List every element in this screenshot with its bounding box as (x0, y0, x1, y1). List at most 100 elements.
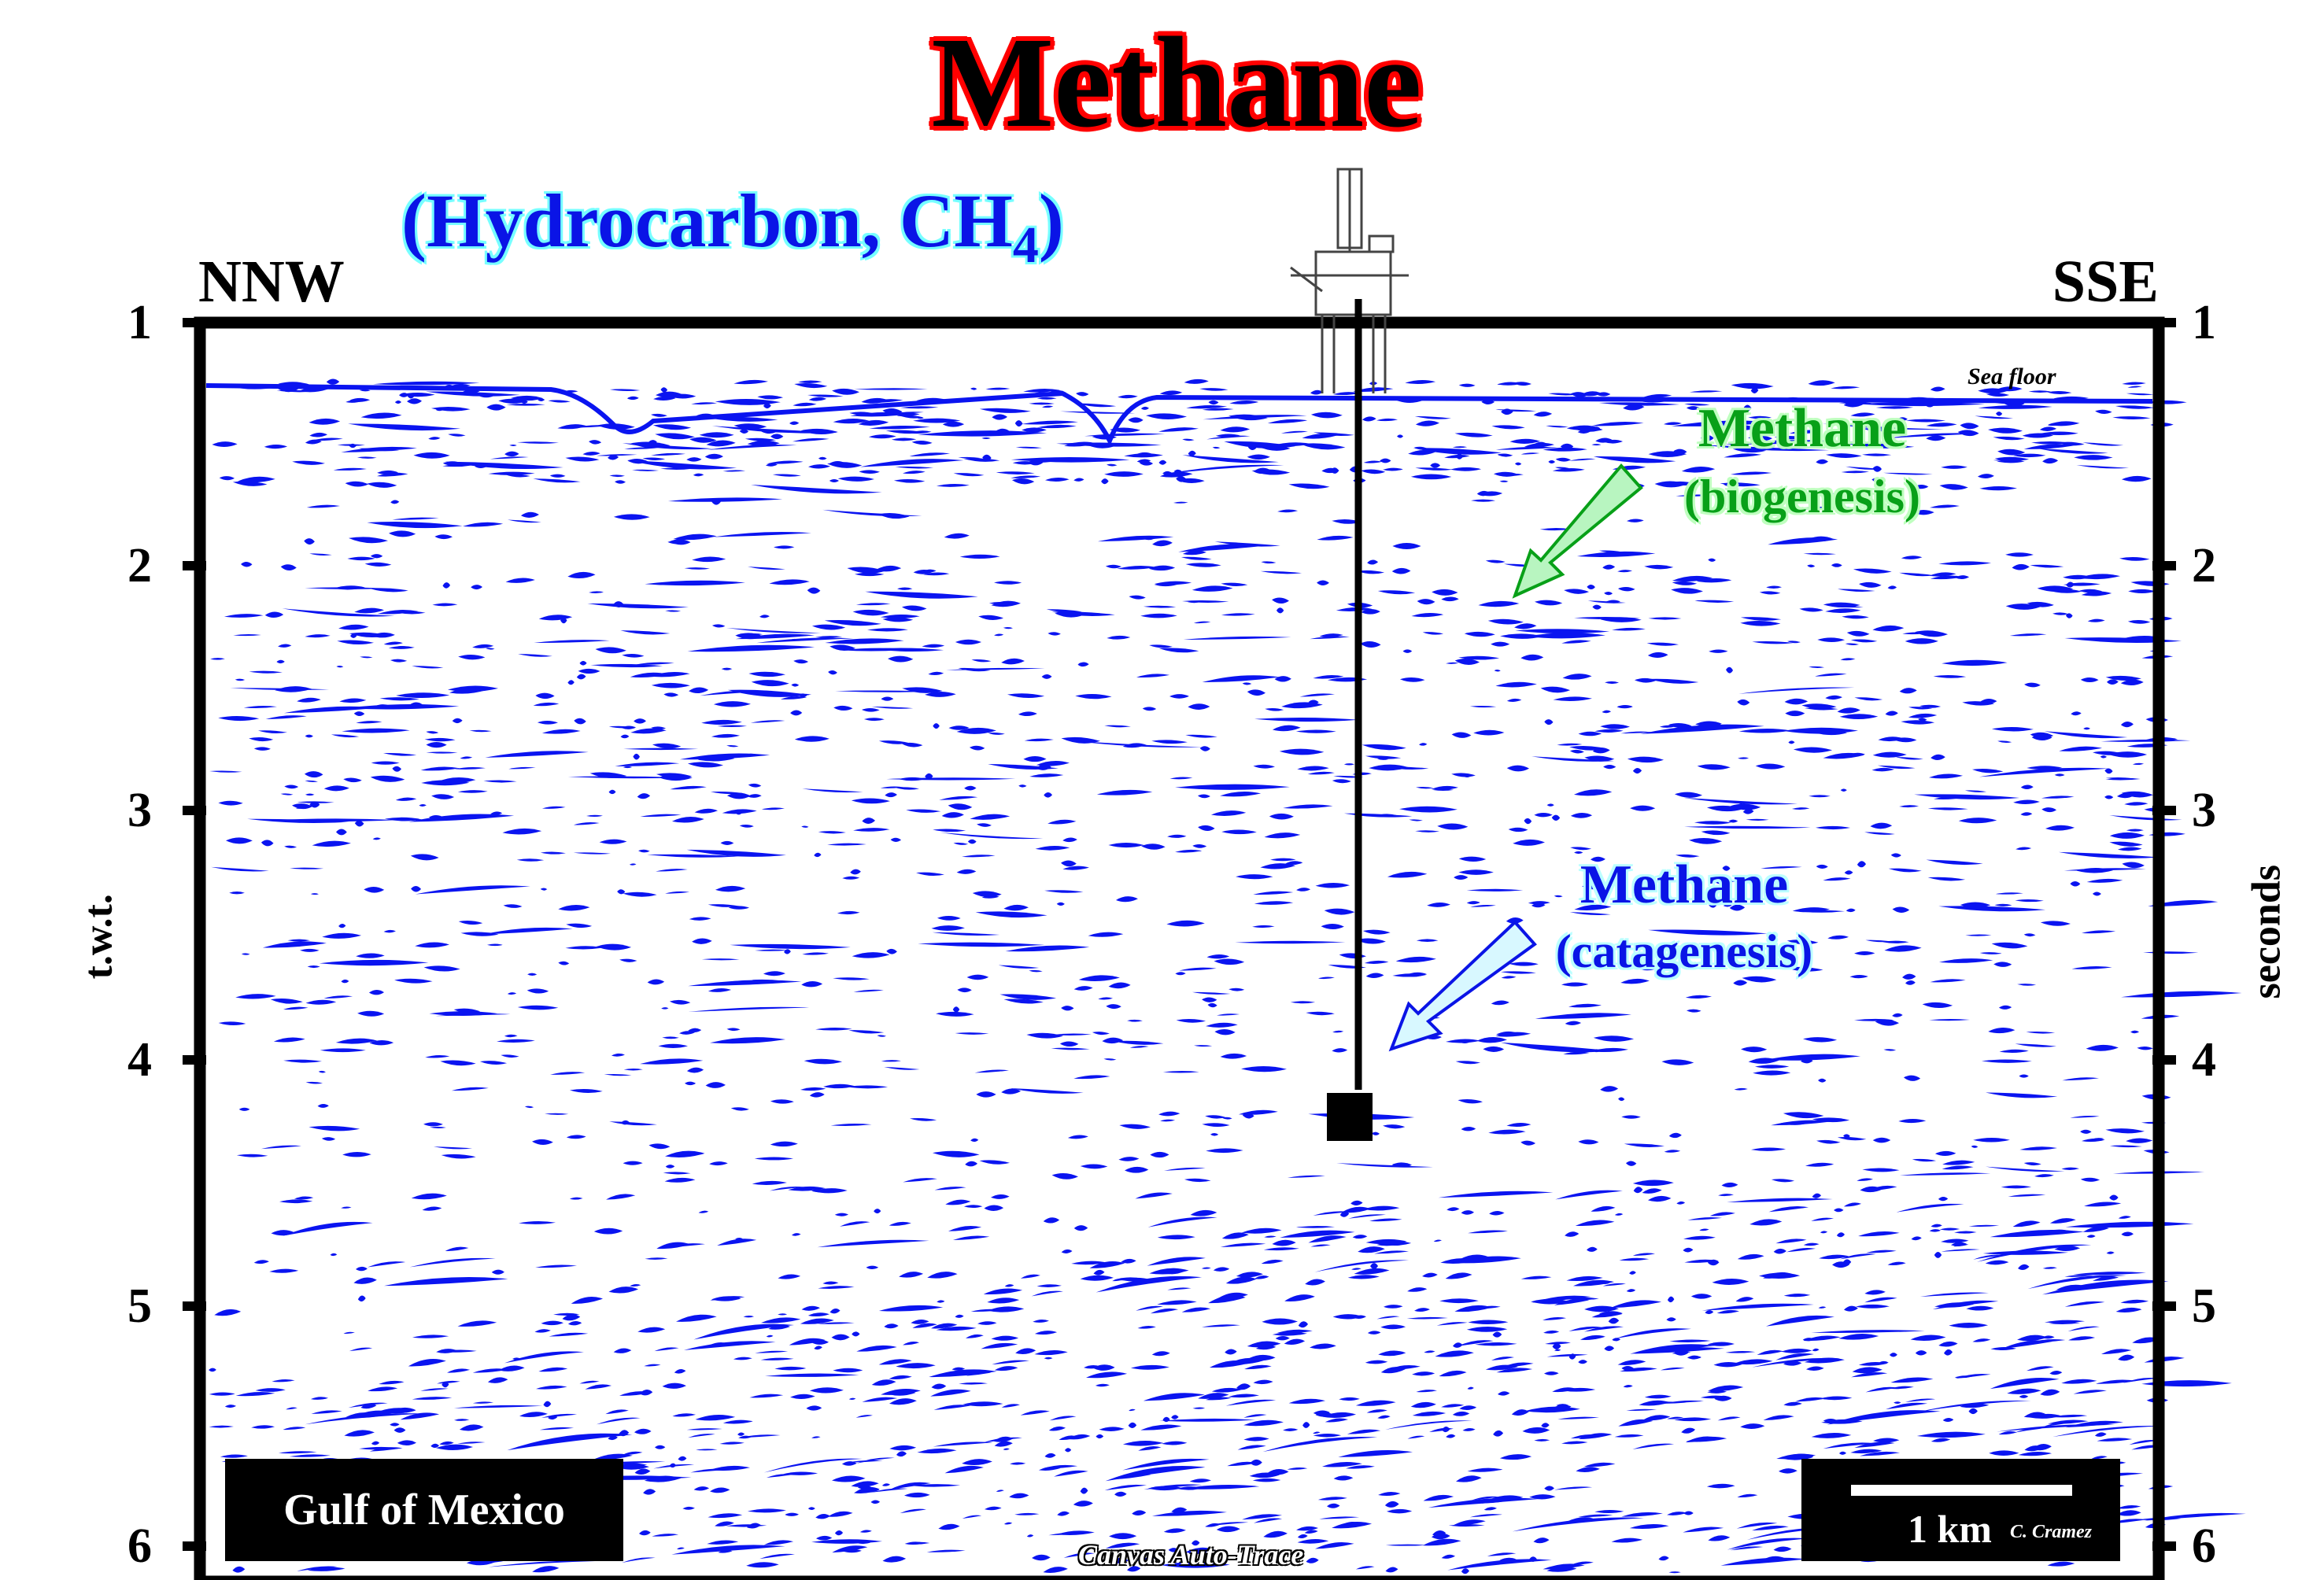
reflector (934, 1187, 966, 1191)
reflector (1488, 1129, 1526, 1135)
reflector (1446, 1434, 1456, 1438)
reflector (1265, 707, 1284, 711)
reflector (1735, 1297, 1754, 1302)
reflector (2104, 795, 2114, 799)
reflector (1766, 585, 1783, 589)
reflector (1543, 1330, 1560, 1334)
reflector (1620, 978, 1650, 984)
reflector (1211, 1387, 1242, 1393)
reflector (1397, 434, 1404, 438)
reflector (458, 654, 486, 660)
reflector (993, 1436, 1014, 1442)
reflector (1385, 1420, 1472, 1430)
reflector (1341, 1206, 1371, 1213)
reflector (520, 400, 528, 404)
reflector (897, 587, 913, 590)
reflector (487, 1377, 508, 1383)
reflector (1047, 632, 1061, 636)
reflector (1804, 1357, 1845, 1364)
reflector (963, 1205, 983, 1209)
reflector (1939, 484, 1968, 490)
reflector (2036, 448, 2108, 454)
reflector (778, 1274, 801, 1279)
reflector (1594, 729, 1624, 733)
reflector (1466, 888, 1524, 892)
reflector (1524, 818, 1532, 825)
reflector (517, 441, 560, 444)
reflector (282, 608, 395, 617)
reflector (1366, 1409, 1388, 1413)
reflector (384, 1277, 508, 1287)
reflector (1639, 1400, 1670, 1406)
reflector (305, 439, 322, 445)
reflector (1167, 834, 1187, 838)
reflector (1684, 403, 1710, 406)
reflector (1491, 1000, 1509, 1006)
reflector (1573, 789, 1613, 796)
reflector (1587, 585, 1595, 590)
reflector (1823, 1418, 1838, 1423)
reflector (1837, 1136, 1867, 1141)
reflector (1290, 1001, 1316, 1004)
reflector (1898, 1119, 1927, 1124)
reflector (763, 971, 786, 976)
reflector (2054, 773, 2065, 777)
reflector (831, 1475, 866, 1482)
reflector (726, 628, 821, 633)
reflector (945, 1199, 971, 1205)
reflector (488, 1560, 608, 1567)
reflector (1898, 417, 1908, 421)
reflector (1938, 958, 1993, 963)
reflector (689, 687, 709, 694)
reflector (2115, 1307, 2142, 1312)
reflector (711, 624, 726, 628)
reflector (1663, 422, 1683, 426)
reflector (2067, 1326, 2100, 1331)
reflector (998, 965, 1040, 969)
reflector (1214, 541, 1280, 547)
reflector (1476, 1305, 1501, 1309)
reflector (829, 644, 855, 651)
reflector (922, 644, 945, 648)
reflector (2047, 1419, 2089, 1424)
reflector (1642, 393, 1672, 398)
reflector (967, 839, 977, 844)
reflector (1254, 1518, 1283, 1523)
reflector (1254, 717, 1359, 722)
reflector (807, 1312, 829, 1317)
reflector (608, 1435, 618, 1441)
reflector (1362, 929, 1391, 935)
reflector (1182, 438, 1195, 441)
reflector (763, 1540, 794, 1545)
reflector (2015, 899, 2044, 903)
reflector (541, 729, 581, 734)
reflector (629, 863, 637, 866)
reflector (886, 948, 897, 954)
reflector (214, 1309, 242, 1316)
reflector (454, 767, 486, 770)
reflector (1888, 868, 1922, 873)
reflector (1623, 404, 1645, 411)
reflector (1020, 1274, 1040, 1279)
reflector (766, 1335, 774, 1338)
reflector (1332, 1314, 1363, 1320)
reflector (1520, 1275, 1552, 1279)
reflector (1306, 1011, 1335, 1016)
well-target (1327, 1093, 1373, 1141)
reflector (1365, 1360, 1388, 1364)
reflector (2068, 1336, 2096, 1341)
reflector (630, 728, 667, 734)
reflector (770, 434, 784, 440)
reflector (1055, 611, 1084, 618)
reflector (918, 942, 1045, 947)
reflector (870, 648, 944, 652)
reflector (1214, 958, 1245, 965)
reflector (634, 662, 674, 665)
reflector (1056, 442, 1162, 447)
reflector (1147, 1486, 1183, 1491)
reflector (585, 1384, 612, 1390)
reflector (2071, 711, 2082, 716)
reflector (811, 624, 846, 630)
reflector (562, 1314, 581, 1321)
reflector (1850, 639, 1878, 643)
